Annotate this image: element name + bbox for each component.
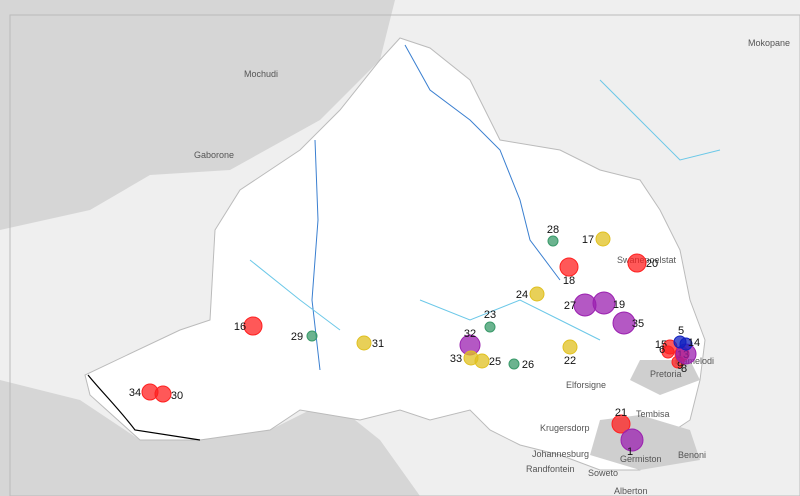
site-label: 34 <box>129 387 141 399</box>
frame <box>9 14 800 496</box>
site-marker <box>592 291 616 315</box>
site-label: 35 <box>632 318 644 330</box>
place-labels: Mokopane Mochudi Gaborone Swanepoelstat Pret… <box>194 38 790 496</box>
place-label: Mochudi <box>244 69 278 79</box>
site-label: 18 <box>563 275 575 287</box>
site-label: 22 <box>564 355 576 367</box>
place-label: Randfontein <box>526 464 575 474</box>
site-label: 21 <box>615 407 627 419</box>
place-label: Johannesburg <box>532 449 589 459</box>
site-label: 29 <box>291 331 303 343</box>
site-marker <box>595 231 611 247</box>
site-label: 25 <box>489 356 501 368</box>
site-label: 24 <box>516 289 528 301</box>
site-marker <box>474 353 490 369</box>
place-label: Gaborone <box>194 150 234 160</box>
river <box>419 299 601 341</box>
place-label: Krugersdorp <box>540 423 590 433</box>
place-label: Elforsigne <box>566 380 606 390</box>
site-label: 32 <box>464 328 476 340</box>
place-label: Germiston <box>620 454 662 464</box>
site-marker <box>627 253 647 273</box>
site-marker <box>356 335 372 351</box>
neighbor-land <box>0 0 395 230</box>
place-label: Pretoria <box>650 369 682 379</box>
place-label: Mamelodi <box>675 356 714 366</box>
river <box>404 44 561 281</box>
place-label: Swanepoelstat <box>617 255 677 265</box>
site-label: 27 <box>564 300 576 312</box>
site-label: 31 <box>372 338 384 350</box>
site-label: 33 <box>450 353 462 365</box>
site-marker <box>508 358 520 370</box>
site-label: 26 <box>522 359 534 371</box>
place-label: Benoni <box>678 450 706 460</box>
site-marker <box>154 385 172 403</box>
site-marker <box>620 428 644 452</box>
site-label: 8 <box>681 363 687 375</box>
site-label: 9 <box>677 360 683 372</box>
place-label: Tembisa <box>636 409 670 419</box>
place-label: Mokopane <box>748 38 790 48</box>
site-marker <box>306 330 318 342</box>
site-label: 28 <box>547 224 559 236</box>
site-label: 1 <box>627 446 633 458</box>
site-label: 19 <box>613 299 625 311</box>
border <box>87 374 201 441</box>
site-label: 14 <box>688 337 700 349</box>
place-label: Alberton <box>614 486 648 496</box>
site-label: 6 <box>659 344 665 356</box>
site-marker <box>679 337 693 351</box>
site-label: 16 <box>234 321 246 333</box>
site-label: 5 <box>678 325 684 337</box>
river <box>249 259 341 331</box>
river <box>599 79 721 161</box>
site-marker <box>661 345 675 359</box>
site-marker <box>612 311 636 335</box>
catchment <box>84 37 706 471</box>
site-marker <box>529 286 545 302</box>
site-label: 23 <box>484 309 496 321</box>
site-label: 20 <box>646 258 658 270</box>
place-label: Soweto <box>588 468 618 478</box>
site-label: 30 <box>171 390 183 402</box>
site-marker <box>559 257 579 277</box>
site-marker <box>611 414 631 434</box>
site-marker <box>547 235 559 247</box>
site-marker <box>562 339 578 355</box>
urban-area <box>630 360 700 395</box>
site-marker <box>243 316 263 336</box>
site-label: 17 <box>582 234 594 246</box>
site-marker <box>484 321 496 333</box>
